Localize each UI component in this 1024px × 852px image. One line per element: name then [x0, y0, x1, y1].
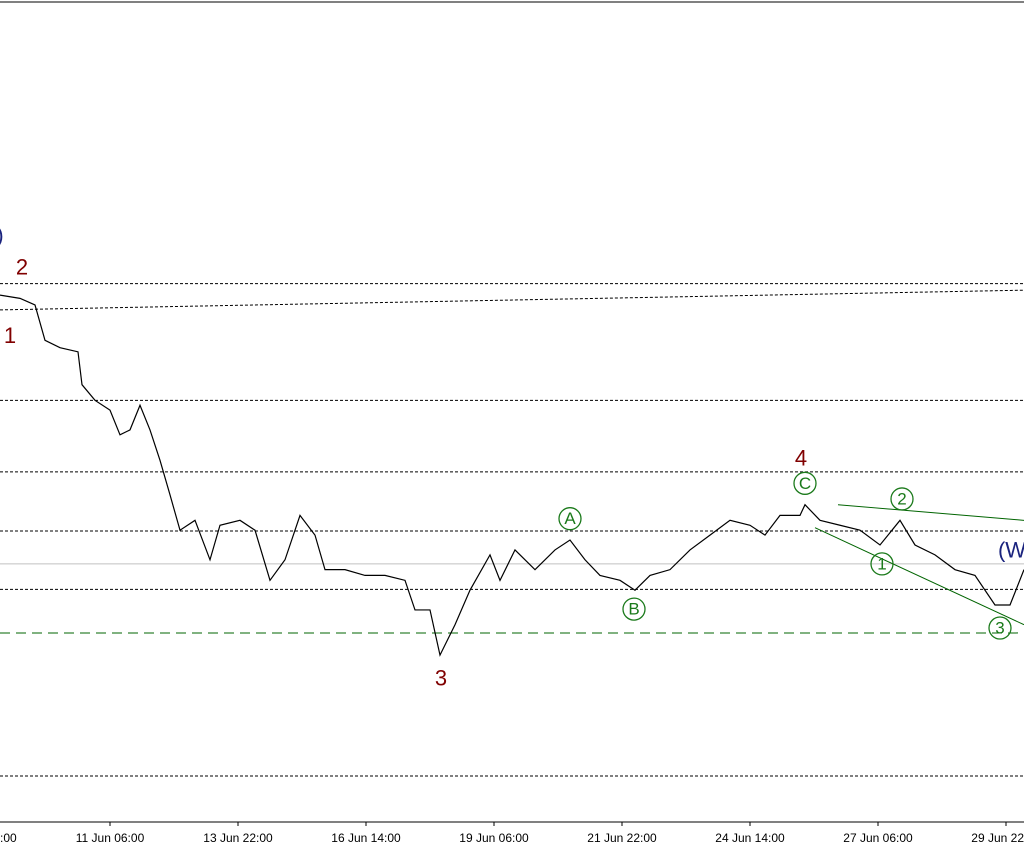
- wave-label: A: [564, 509, 576, 528]
- wave-label: 2: [897, 489, 906, 508]
- price-line: [0, 294, 1024, 657]
- wave-label: C: [799, 474, 811, 493]
- x-tick-label: 27 Jun 06:00: [843, 831, 913, 845]
- x-tick-label: 08 Jun 14:00: [0, 831, 17, 845]
- wave-circle: [558, 507, 582, 531]
- wave-label: 2: [16, 255, 28, 280]
- x-tick-label: 21 Jun 22:00: [587, 831, 657, 845]
- x-tick-label: 24 Jun 14:00: [715, 831, 785, 845]
- wave-circle: [988, 616, 1012, 640]
- wave-label: 3: [435, 666, 447, 691]
- trend-line: [0, 289, 1024, 311]
- trend-line: [814, 527, 1024, 626]
- wave-circle: [793, 471, 817, 495]
- wave-circle: [870, 552, 894, 576]
- wave-label: 1: [877, 554, 886, 573]
- x-tick-label: 13 Jun 22:00: [203, 831, 273, 845]
- wave-label: ): [0, 223, 4, 248]
- wave-label: 3: [995, 619, 1004, 638]
- x-tick-label: 29 Jun 22:00: [971, 831, 1024, 845]
- trend-line: [837, 504, 1024, 521]
- wave-circle: [890, 487, 914, 511]
- x-tick-label: 11 Jun 06:00: [76, 831, 145, 845]
- wave-label: 1: [4, 323, 16, 348]
- wave-label: B: [628, 600, 639, 619]
- wave-label: 4: [795, 445, 807, 470]
- x-tick-label: 19 Jun 06:00: [459, 831, 529, 845]
- wave-label: (W: [998, 537, 1024, 562]
- wave-circle: [622, 597, 646, 621]
- x-tick-label: 16 Jun 14:00: [331, 831, 401, 845]
